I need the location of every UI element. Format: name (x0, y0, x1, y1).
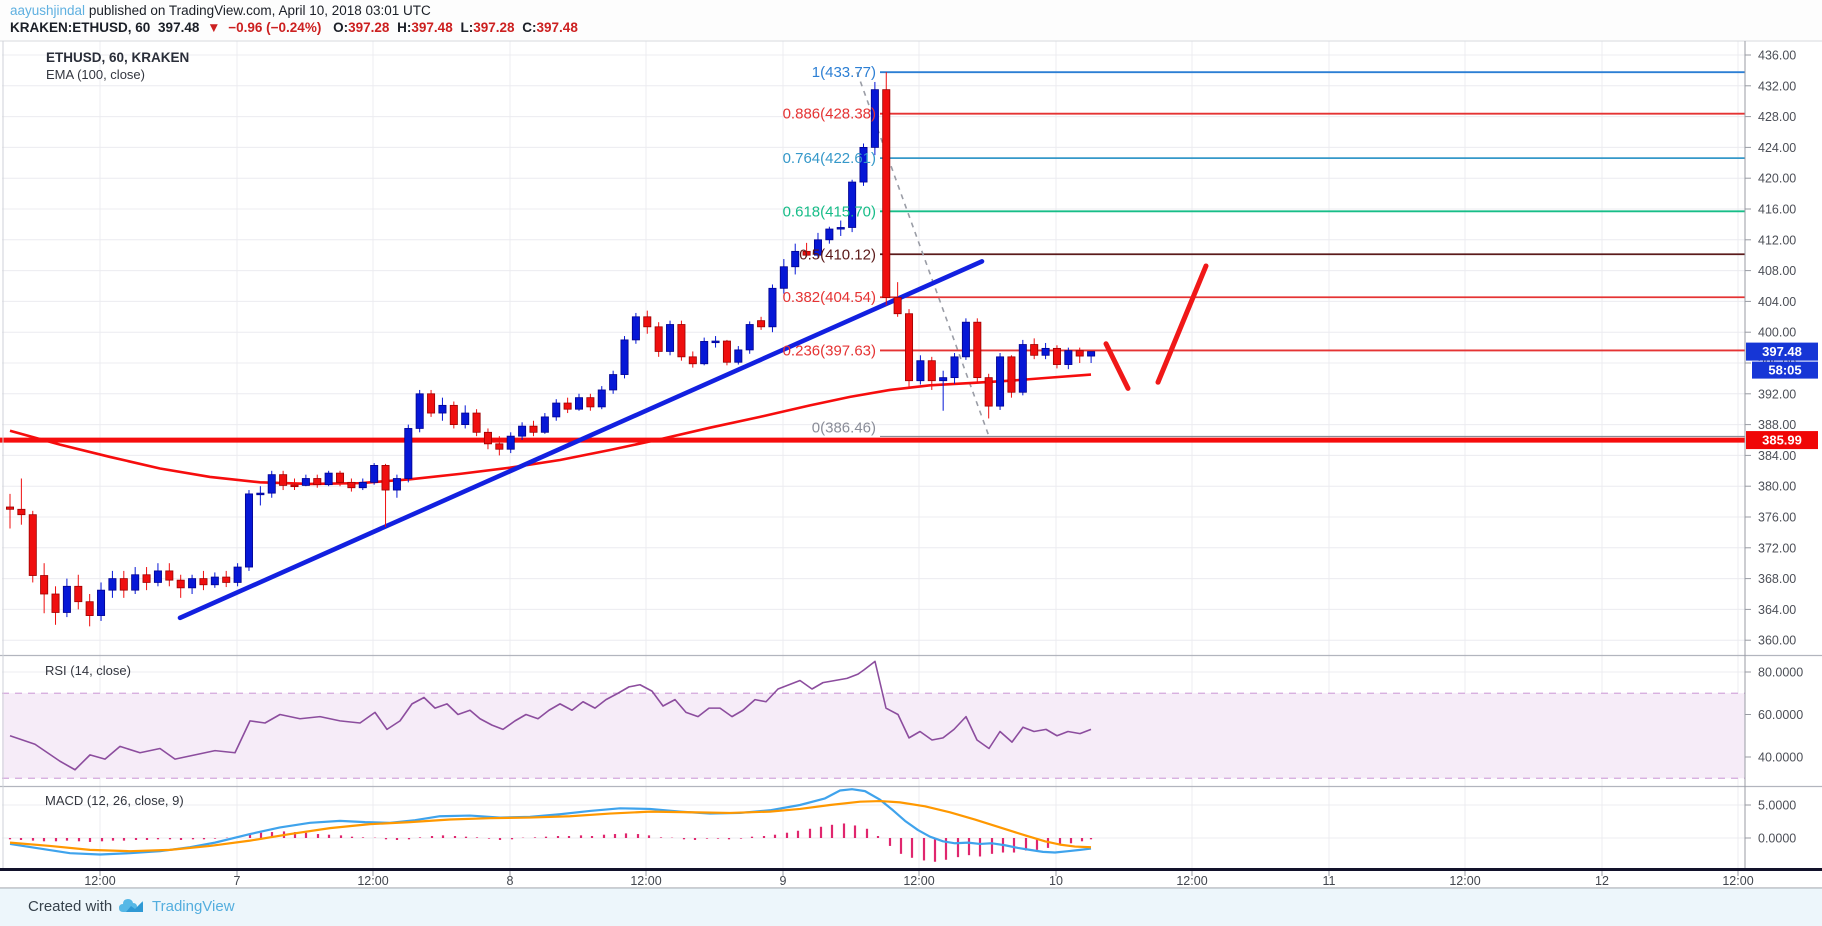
panel-frame (0, 40, 1822, 871)
svg-text:380.00: 380.00 (1758, 480, 1796, 494)
svg-text:420.00: 420.00 (1758, 172, 1796, 186)
symbol-ohlc-line: KRAKEN:ETHUSD, 60 397.48 ▼ −0.96 (−0.24%… (10, 20, 578, 35)
trendline[interactable] (177, 259, 985, 621)
svg-text:12: 12 (1595, 874, 1609, 888)
price-axis[interactable]: 436.00 432.00 428.00 424.00 420.00 416.00 412.… (1744, 41, 1803, 868)
svg-text:10: 10 (1049, 874, 1063, 888)
ema-100-line[interactable] (9, 373, 1092, 486)
svg-text:384.00: 384.00 (1758, 449, 1796, 463)
svg-text:12:00: 12:00 (84, 874, 115, 888)
svg-text:12:00: 12:00 (1722, 874, 1753, 888)
high-label: H: (397, 20, 412, 35)
svg-text:12:00: 12:00 (903, 874, 934, 888)
svg-text:40.0000: 40.0000 (1758, 751, 1803, 765)
svg-text:5.0000: 5.0000 (1758, 799, 1796, 813)
macd-line[interactable] (9, 788, 1092, 856)
change-arrow-icon: ▼ (207, 20, 221, 35)
svg-text:404.00: 404.00 (1758, 295, 1796, 309)
svg-text:408.00: 408.00 (1758, 264, 1796, 278)
close-label: C: (522, 20, 537, 35)
svg-text:372.00: 372.00 (1758, 541, 1796, 555)
svg-text:364.00: 364.00 (1758, 603, 1796, 617)
svg-text:0.618(415.70): 0.618(415.70) (783, 203, 876, 220)
svg-text:80.0000: 80.0000 (1758, 666, 1803, 680)
svg-text:385.99: 385.99 (1762, 433, 1802, 448)
last-price-badge (1746, 342, 1818, 361)
rsi-band (2, 692, 1745, 779)
svg-text:0.886(428.38): 0.886(428.38) (783, 106, 876, 123)
tradingview-logo-icon[interactable] (118, 896, 144, 916)
snapshot-header: aayushjindal published on TradingView.co… (0, 0, 1822, 40)
close-value: 397.48 (536, 20, 578, 35)
candlestick-series[interactable] (6, 72, 1096, 627)
svg-text:400.00: 400.00 (1758, 326, 1796, 340)
svg-text:376.00: 376.00 (1758, 511, 1796, 525)
svg-text:60.0000: 60.0000 (1758, 708, 1803, 722)
svg-text:432.00: 432.00 (1758, 79, 1796, 93)
svg-text:8: 8 (507, 874, 514, 888)
last-price: 397.48 (158, 20, 200, 35)
fib-labels: 1(433.77) 0.886(428.38) 0.764(422.61) 0.618… (783, 64, 876, 436)
svg-text:360.00: 360.00 (1758, 634, 1796, 648)
high-value: 397.48 (411, 20, 453, 35)
svg-text:0(386.46): 0(386.46) (812, 419, 876, 436)
svg-text:12:00: 12:00 (357, 874, 388, 888)
low-value: 397.28 (473, 20, 515, 35)
footer-bar: Created with TradingView (0, 888, 1822, 926)
published-text: published on TradingView.com, April 10, … (85, 3, 431, 18)
projection-arrows[interactable] (1103, 263, 1209, 391)
published-line: aayushjindal published on TradingView.co… (10, 3, 431, 18)
svg-text:0.5(410.12): 0.5(410.12) (799, 246, 876, 263)
svg-text:12:00: 12:00 (630, 874, 661, 888)
svg-text:424.00: 424.00 (1758, 141, 1796, 155)
change-value: −0.96 (−0.24%) (228, 20, 322, 35)
chart-pane[interactable]: 1(433.77) 0.886(428.38) 0.764(422.61) 0.618… (0, 40, 1822, 888)
svg-text:397.48: 397.48 (1762, 344, 1802, 359)
svg-text:368.00: 368.00 (1758, 572, 1796, 586)
svg-text:388.00: 388.00 (1758, 418, 1796, 432)
created-with-text: Created with (28, 898, 113, 915)
svg-text:12:00: 12:00 (1449, 874, 1480, 888)
svg-text:9: 9 (780, 874, 787, 888)
svg-text:12:00: 12:00 (1176, 874, 1207, 888)
svg-text:436.00: 436.00 (1758, 49, 1796, 63)
svg-text:58:05: 58:05 (1768, 363, 1801, 378)
svg-text:412.00: 412.00 (1758, 233, 1796, 247)
open-value: 397.28 (348, 20, 390, 35)
symbol-text[interactable]: KRAKEN:ETHUSD, 60 (10, 20, 151, 35)
open-label: O: (333, 20, 349, 35)
svg-text:0.236(397.63): 0.236(397.63) (783, 342, 876, 359)
username-link[interactable]: aayushjindal (10, 3, 86, 18)
macd-signal-line[interactable] (9, 799, 1092, 853)
svg-text:7: 7 (234, 874, 241, 888)
macd-histogram (8, 823, 1093, 862)
tradingview-brand-link[interactable]: TradingView (152, 898, 235, 915)
svg-text:0.382(404.54): 0.382(404.54) (783, 289, 876, 306)
svg-text:1(433.77): 1(433.77) (812, 64, 876, 81)
svg-text:428.00: 428.00 (1758, 110, 1796, 124)
svg-text:0.0000: 0.0000 (1758, 832, 1796, 846)
svg-text:392.00: 392.00 (1758, 387, 1796, 401)
low-label: L: (460, 20, 474, 35)
axis-badges: 397.48 58:05 385.99 (1746, 342, 1818, 450)
fib-guide-dash (856, 71, 990, 437)
time-axis[interactable]: 12:00 7 12:00 8 12:00 9 12:00 10 12:00 11 12:00 12 1… (0, 871, 1822, 888)
svg-text:416.00: 416.00 (1758, 203, 1796, 217)
svg-text:0.764(422.61): 0.764(422.61) (783, 150, 876, 167)
countdown-badge (1752, 361, 1818, 379)
svg-text:11: 11 (1323, 874, 1336, 888)
support-price-badge (1746, 431, 1818, 450)
rsi-line[interactable] (9, 660, 1092, 771)
